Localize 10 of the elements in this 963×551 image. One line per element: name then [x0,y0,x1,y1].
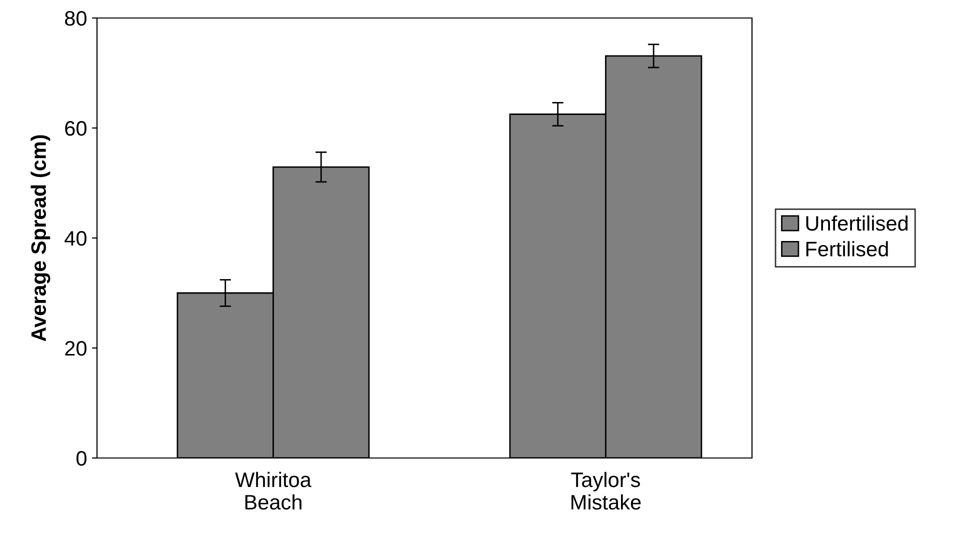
legend-label: Unfertilised [806,215,908,231]
y-tick-label: 80 [65,11,86,26]
y-axis-title: Average Spread (cm) [30,135,50,342]
x-tick-label: Taylor's Mistake [571,472,641,510]
legend-label: Fertilised [806,241,888,256]
y-tick-label: 0 [76,451,86,466]
y-tick-label: 60 [65,121,86,136]
y-tick-label: 40 [64,231,86,246]
x-tick-label: Whiritoa Beach [235,472,312,510]
y-tick-label: 20 [65,341,86,356]
